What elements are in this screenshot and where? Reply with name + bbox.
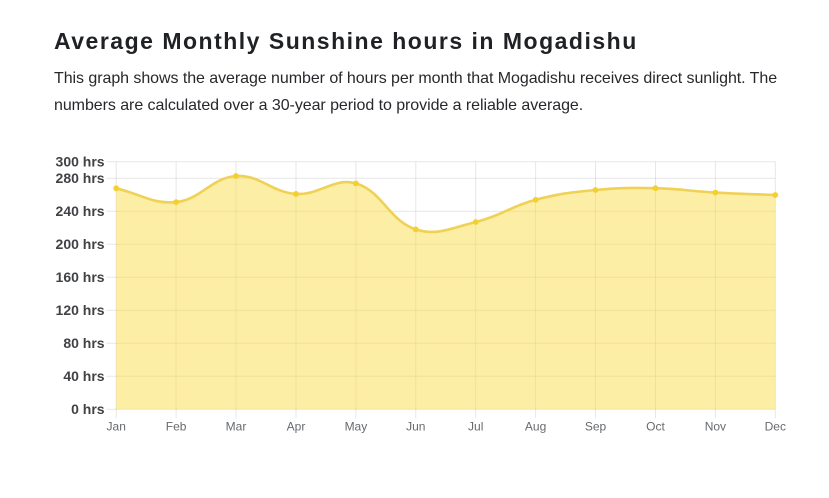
svg-text:80 hrs: 80 hrs: [63, 335, 104, 351]
svg-text:Feb: Feb: [166, 420, 187, 434]
svg-text:200 hrs: 200 hrs: [56, 236, 105, 252]
svg-text:Apr: Apr: [287, 420, 306, 434]
svg-text:Jan: Jan: [107, 420, 126, 434]
svg-text:Oct: Oct: [646, 420, 665, 434]
svg-text:0 hrs: 0 hrs: [71, 401, 105, 417]
svg-text:40 hrs: 40 hrs: [63, 368, 104, 384]
svg-text:Nov: Nov: [705, 420, 726, 434]
svg-text:Sep: Sep: [585, 420, 607, 434]
svg-text:120 hrs: 120 hrs: [56, 302, 105, 318]
svg-text:Aug: Aug: [525, 420, 546, 434]
svg-text:280 hrs: 280 hrs: [56, 170, 105, 186]
svg-text:Dec: Dec: [765, 420, 786, 434]
svg-text:300 hrs: 300 hrs: [56, 154, 105, 170]
svg-text:May: May: [345, 420, 368, 434]
svg-text:240 hrs: 240 hrs: [56, 203, 105, 219]
svg-text:Jul: Jul: [468, 420, 483, 434]
svg-text:Mar: Mar: [226, 420, 247, 434]
svg-text:Jun: Jun: [406, 420, 425, 434]
svg-text:160 hrs: 160 hrs: [56, 269, 105, 285]
